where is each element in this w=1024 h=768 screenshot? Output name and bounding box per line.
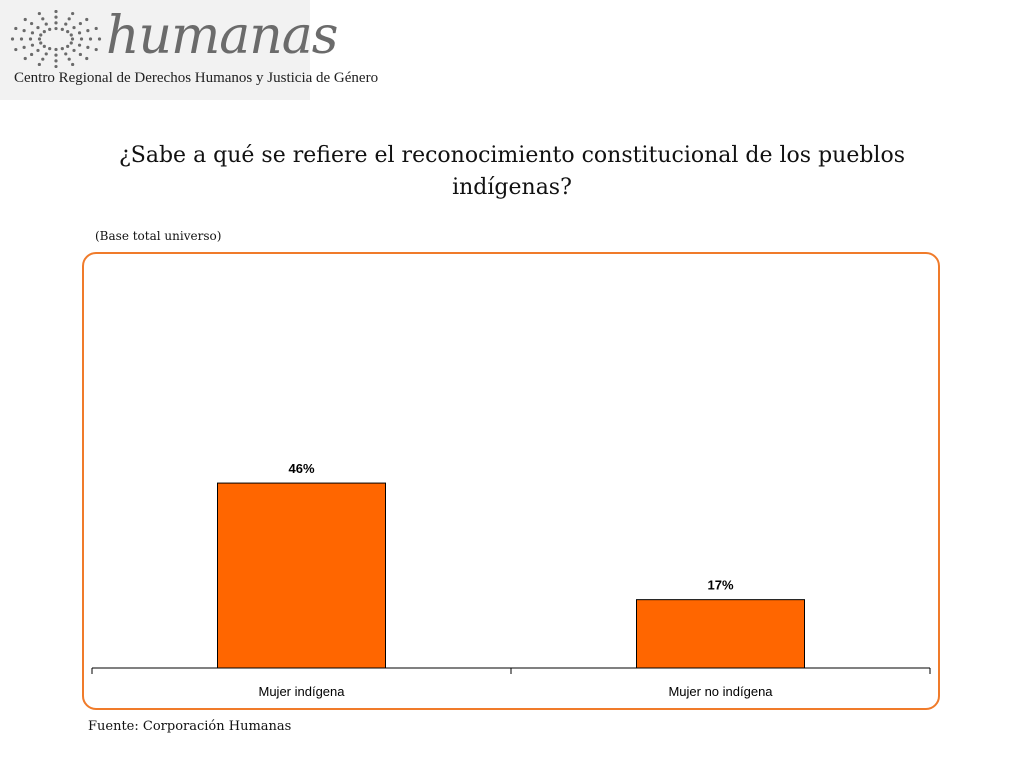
logo-tagline: Centro Regional de Derechos Humanos y Ju… (14, 70, 379, 86)
source-note: Fuente: Corporación Humanas (88, 719, 292, 734)
x-tick-label-1: Mujer indígena (259, 684, 346, 699)
chart-title: ¿Sabe a qué se refiere el reconocimiento… (118, 143, 906, 200)
bar-chart: 46% Mujer indígena 17% Mujer no indígena (91, 461, 931, 699)
logo-wordmark: humanas (106, 6, 338, 66)
data-label-1: 46% (288, 461, 314, 476)
bar-1 (217, 482, 386, 669)
logo: humanas Centro Regional de Derechos Huma… (0, 0, 378, 100)
x-tick-label-2: Mujer no indígena (668, 684, 773, 699)
chart-frame: 46% Mujer indígena 17% Mujer no indígena (82, 252, 940, 710)
base-note: (Base total universo) (95, 229, 222, 243)
radial-dots-logo-icon (10, 10, 102, 68)
bar-2 (636, 599, 805, 669)
data-label-2: 17% (707, 578, 733, 593)
